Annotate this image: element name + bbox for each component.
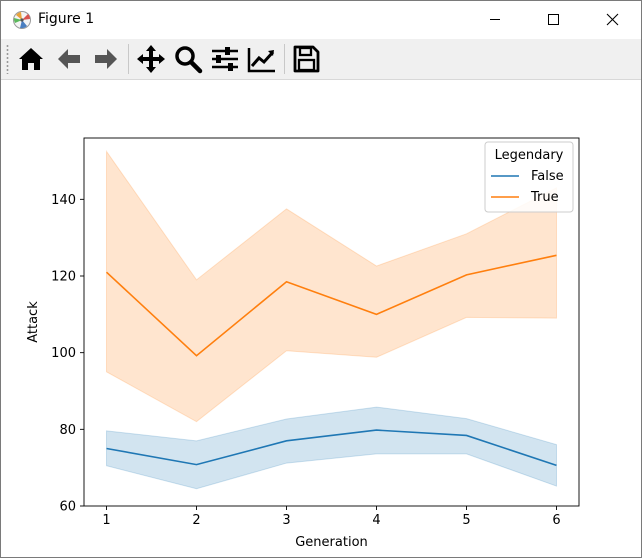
y-tick-label: 80 xyxy=(59,423,76,438)
toolbar-separator xyxy=(128,44,129,74)
ci-band-false xyxy=(106,406,557,490)
y-tick-label: 120 xyxy=(51,270,76,285)
legend-label-false: False xyxy=(531,169,564,184)
x-tick-label: 1 xyxy=(102,513,110,528)
maximize-icon xyxy=(548,14,559,25)
zoom-button[interactable] xyxy=(172,43,204,75)
x-tick-label: 5 xyxy=(462,513,470,528)
forward-button[interactable] xyxy=(90,43,122,75)
legend-box xyxy=(484,141,574,213)
minimize-icon xyxy=(490,19,500,20)
toolbar-grip[interactable] xyxy=(6,44,9,74)
forward-arrow-icon xyxy=(95,49,117,69)
subplots-button[interactable] xyxy=(209,43,241,75)
y-axis-label: Attack xyxy=(26,301,41,343)
series-line-true xyxy=(105,254,557,357)
ci-band-true xyxy=(106,149,557,423)
move-icon xyxy=(137,45,165,73)
legend-title: Legendary xyxy=(495,148,564,163)
toolbar-separator xyxy=(284,44,285,74)
home-button[interactable] xyxy=(15,43,47,75)
figure-canvas[interactable]: 1 2 3 4 5 6 60 80 100 120 140 Generation Attack Legen… xyxy=(1,80,641,557)
close-button[interactable] xyxy=(589,1,635,39)
title-bar[interactable]: Figure 1 xyxy=(1,1,641,39)
line-chart: 1 2 3 4 5 6 60 80 100 120 140 Generation Attack Legen… xyxy=(26,137,580,550)
x-tick-label: 4 xyxy=(372,513,380,528)
save-icon xyxy=(293,45,320,73)
y-tick-label: 140 xyxy=(51,193,76,208)
pan-button[interactable] xyxy=(135,43,167,75)
navigation-toolbar xyxy=(1,39,641,80)
x-tick-label: 2 xyxy=(192,513,200,528)
x-tick-label: 3 xyxy=(282,513,290,528)
minimize-button[interactable] xyxy=(472,1,518,39)
home-icon xyxy=(19,48,43,70)
save-button[interactable] xyxy=(290,43,322,75)
y-tick-label: 60 xyxy=(59,500,76,515)
back-button[interactable] xyxy=(53,43,85,75)
x-axis-label: Generation xyxy=(295,535,368,550)
matplotlib-icon xyxy=(13,11,31,29)
line-chart-icon xyxy=(247,48,275,73)
x-tick-label: 6 xyxy=(552,513,560,528)
window-title: Figure 1 xyxy=(38,11,95,27)
sliders-icon xyxy=(212,47,238,71)
legend-label-true: True xyxy=(530,190,559,205)
series-line-false xyxy=(106,429,557,467)
maximize-button[interactable] xyxy=(530,1,576,39)
y-tick-label: 100 xyxy=(51,346,76,361)
plot-frame xyxy=(83,137,580,507)
back-arrow-icon xyxy=(58,49,80,69)
zoom-icon xyxy=(175,46,203,74)
close-icon xyxy=(606,13,619,26)
edit-axis-button[interactable] xyxy=(246,43,278,75)
